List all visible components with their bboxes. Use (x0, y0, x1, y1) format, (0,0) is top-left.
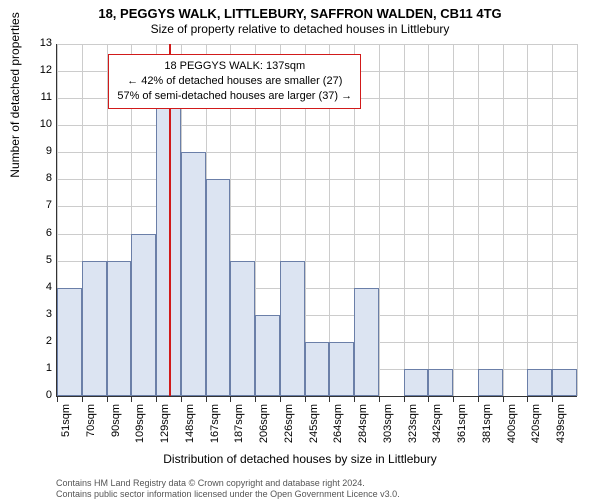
histogram-bar (527, 369, 552, 396)
histogram-bar (404, 369, 429, 396)
x-tick-label: 70sqm (85, 404, 97, 464)
callout-line-1: 18 PEGGYS WALK: 137sqm (117, 59, 352, 74)
copyright-notice: Contains HM Land Registry data © Crown c… (56, 478, 400, 500)
histogram-bar (255, 315, 280, 396)
y-tick-label: 1 (22, 362, 52, 374)
x-tick-label: 400sqm (506, 404, 518, 464)
x-tick-label: 226sqm (283, 404, 295, 464)
x-tick-label: 323sqm (407, 404, 419, 464)
histogram-bar (206, 179, 231, 396)
chart-title-2: Size of property relative to detached ho… (0, 22, 600, 36)
x-tick-label: 129sqm (159, 404, 171, 464)
y-tick-label: 3 (22, 308, 52, 320)
x-tick-label: 381sqm (481, 404, 493, 464)
x-tick-label: 90sqm (110, 404, 122, 464)
x-tick-label: 109sqm (134, 404, 146, 464)
y-tick-label: 7 (22, 199, 52, 211)
x-tick-label: 439sqm (555, 404, 567, 464)
y-axis-label: Number of detached properties (8, 0, 22, 220)
callout-line-3: 57% of semi-detached houses are larger (… (117, 89, 352, 104)
x-tick-label: 187sqm (233, 404, 245, 464)
histogram-bar (354, 288, 379, 396)
histogram-bar (478, 369, 503, 396)
histogram-bar (82, 261, 107, 396)
x-tick-label: 303sqm (382, 404, 394, 464)
x-tick-label: 167sqm (209, 404, 221, 464)
y-tick-label: 12 (22, 64, 52, 76)
x-tick-label: 51sqm (60, 404, 72, 464)
x-tick-label: 420sqm (530, 404, 542, 464)
x-tick-label: 206sqm (258, 404, 270, 464)
histogram-bar (280, 261, 305, 396)
y-tick-label: 6 (22, 227, 52, 239)
y-tick-label: 13 (22, 37, 52, 49)
y-tick-label: 9 (22, 145, 52, 157)
histogram-bar (230, 261, 255, 396)
x-tick-label: 245sqm (308, 404, 320, 464)
x-tick-label: 284sqm (357, 404, 369, 464)
histogram-bar (552, 369, 577, 396)
y-tick-label: 4 (22, 281, 52, 293)
y-tick-label: 8 (22, 172, 52, 184)
callout-line-2: ← 42% of detached houses are smaller (27… (117, 74, 352, 89)
x-tick-label: 264sqm (332, 404, 344, 464)
histogram-bar (107, 261, 132, 396)
x-tick-label: 148sqm (184, 404, 196, 464)
y-tick-label: 10 (22, 118, 52, 130)
y-tick-label: 11 (22, 91, 52, 103)
y-tick-label: 0 (22, 389, 52, 401)
histogram-bar (181, 152, 206, 396)
histogram-bar (57, 288, 82, 396)
y-tick-label: 5 (22, 254, 52, 266)
histogram-bar (329, 342, 354, 396)
copyright-line-2: Contains public sector information licen… (56, 489, 400, 500)
x-tick-label: 342sqm (431, 404, 443, 464)
histogram-bar (428, 369, 453, 396)
histogram-bar (305, 342, 330, 396)
histogram-bar (131, 234, 156, 396)
chart-title-1: 18, PEGGYS WALK, LITTLEBURY, SAFFRON WAL… (0, 6, 600, 21)
y-tick-label: 2 (22, 335, 52, 347)
callout-box: 18 PEGGYS WALK: 137sqm← 42% of detached … (108, 54, 361, 109)
x-tick-label: 361sqm (456, 404, 468, 464)
copyright-line-1: Contains HM Land Registry data © Crown c… (56, 478, 400, 489)
